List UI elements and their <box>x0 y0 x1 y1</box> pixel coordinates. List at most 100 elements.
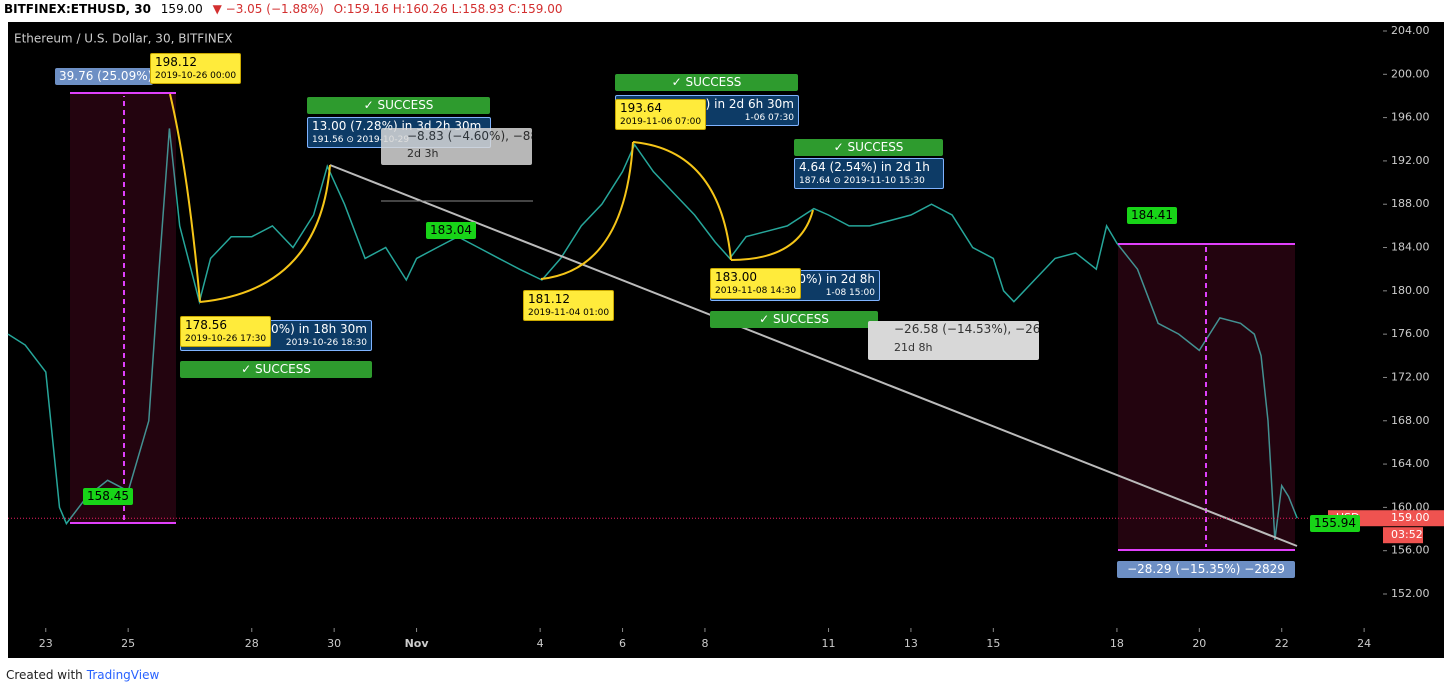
annotation-text: ✓ SUCCESS <box>671 75 742 89</box>
annotation-text: ✓ SUCCESS <box>833 140 904 154</box>
y-tick-label: 156.00 <box>1391 544 1430 557</box>
y-tick-label: 184.00 <box>1391 241 1430 254</box>
annotation: −28.29 (−15.35%) −2829 <box>1117 561 1295 578</box>
annotation-text: −28.29 (−15.35%) −2829 <box>1127 562 1285 576</box>
header: BITFINEX:ETHUSD, 30 159.00 ▼ −3.05 (−1.8… <box>4 2 569 16</box>
y-tick-label: 192.00 <box>1391 154 1430 167</box>
annotation: ✓ SUCCESS <box>615 74 798 91</box>
price: 159.00 <box>160 2 203 16</box>
swing-curve <box>199 164 331 303</box>
annotation-text: 183.00 <box>715 270 757 284</box>
annotation-text: 155.94 <box>1314 516 1356 530</box>
annotation: −8.83 (−4.60%), −883 2d 3h <box>381 128 532 165</box>
annotation: 183.00 2019-11-08 14:30 <box>710 268 802 299</box>
annotation-text: 39.76 (25.09%) <box>59 69 153 83</box>
brand[interactable]: TradingView <box>86 668 160 682</box>
annotation-text: 184.41 <box>1131 208 1173 222</box>
subtitle: Ethereum / U.S. Dollar, 30, BITFINEX <box>14 32 233 46</box>
annotation-text: 1-08 15:00 <box>825 288 875 298</box>
annotation-text: 2019-10-26 17:30 <box>185 334 267 344</box>
y-tick-label: 204.00 <box>1391 24 1430 37</box>
annotation-text: 00%) in 18h 30m <box>263 322 367 336</box>
drawings <box>70 92 1298 551</box>
price-axis <box>1383 22 1444 628</box>
x-tick-label: 24 <box>1357 637 1371 650</box>
ohlc: O:159.16 H:160.26 L:158.93 C:159.00 <box>333 2 563 16</box>
annotation-text: −8.83 (−4.60%), −883 <box>407 129 532 143</box>
annotation-text: 2019-11-06 07:00 <box>620 117 702 127</box>
annotation-text: 21d 8h <box>894 341 933 354</box>
annotation: 178.56 2019-10-26 17:30 <box>180 316 272 347</box>
annotation: 158.45 <box>83 488 133 505</box>
annotation-text: −26.58 (−14.53%), −2658 <box>894 322 1039 336</box>
trend-line <box>329 164 1298 547</box>
annotation: 183.04 <box>426 222 476 239</box>
annotation: ✓ SUCCESS <box>794 139 943 156</box>
y-tick-label: 152.00 <box>1391 587 1430 600</box>
annotation: 193.64 2019-11-06 07:00 <box>615 99 707 130</box>
annotation-text: 4.64 (2.54%) in 2d 1h <box>799 160 930 174</box>
y-tick-label: 200.00 <box>1391 67 1430 80</box>
x-tick-label: 15 <box>986 637 1000 650</box>
annotation: −26.58 (−14.53%), −2658 21d 8h <box>868 321 1039 360</box>
annotation-text: 191.56 ⊙ 2019-10-29 <box>312 135 410 145</box>
x-tick-label: 20 <box>1192 637 1206 650</box>
swing-curve <box>169 93 201 303</box>
x-tick-label: 6 <box>619 637 626 650</box>
annotation-text: 2019-11-08 14:30 <box>715 286 797 296</box>
annotation-text: 2019-10-26 00:00 <box>155 71 237 81</box>
annotation: 155.94 <box>1310 515 1360 532</box>
measure-box <box>1118 244 1295 550</box>
annotation-text: 198.12 <box>155 55 197 69</box>
price-line <box>7 128 1298 540</box>
annotation-text: 183.04 <box>430 223 472 237</box>
countdown-tag <box>1383 527 1423 544</box>
x-tick-label: 4 <box>537 637 544 650</box>
annotation: 4.64 (2.54%) in 2d 1h 187.64 ⊙ 2019-11-10… <box>794 158 944 189</box>
annotation-text: 158.45 <box>87 489 129 503</box>
y-tick-label: 160.00 <box>1391 500 1430 513</box>
x-tick-label: 11 <box>822 637 836 650</box>
symbol: BITFINEX:ETHUSD, 30 <box>4 2 151 16</box>
annotation-text: 2019-11-04 01:00 <box>528 308 610 318</box>
x-tick-label: 13 <box>904 637 918 650</box>
annotation-text: 193.64 <box>620 101 662 115</box>
x-tick-label: 30 <box>327 637 341 650</box>
annotation: ✓ SUCCESS <box>180 361 372 378</box>
y-tick-label: 196.00 <box>1391 111 1430 124</box>
annotation-text: ✓ SUCCESS <box>363 98 434 112</box>
annotation: 184.41 <box>1127 207 1177 224</box>
swing-curve <box>730 209 814 261</box>
annotation-text: ) in 2d 6h 30m <box>705 97 794 111</box>
footer: Created with TradingView <box>6 668 159 682</box>
last-price-label: 159.00 <box>1391 511 1430 524</box>
annotation: 198.12 2019-10-26 00:00 <box>150 53 242 84</box>
annotation: 181.12 2019-11-04 01:00 <box>523 290 615 321</box>
x-tick-label: Nov <box>405 637 430 650</box>
y-tick-label: 168.00 <box>1391 414 1430 427</box>
y-tick-label: 172.00 <box>1391 370 1430 383</box>
countdown: 03:52 <box>1391 528 1423 541</box>
y-tick-label: 164.00 <box>1391 457 1430 470</box>
annotation: 39.76 (25.09%) <box>55 68 153 85</box>
annotation-text: 1-06 07:30 <box>744 113 794 123</box>
annotation-text: 178.56 <box>185 318 227 332</box>
x-tick-label: 18 <box>1110 637 1124 650</box>
swing-curve <box>632 141 732 261</box>
x-tick-label: 22 <box>1275 637 1289 650</box>
annotation-text: ✓ SUCCESS <box>241 362 311 376</box>
annotation: ✓ SUCCESS <box>710 311 878 328</box>
time-axis <box>8 628 1444 658</box>
footer-text: Created with <box>6 668 83 682</box>
x-tick-label: 8 <box>701 637 708 650</box>
x-tick-label: 23 <box>39 637 53 650</box>
annotation-text: 2d 3h <box>407 147 439 160</box>
y-tick-label: 180.00 <box>1391 284 1430 297</box>
x-tick-label: 28 <box>245 637 259 650</box>
annotation-text: 0%) in 2d 8h <box>798 272 875 286</box>
annotation-text: 2019-10-26 18:30 <box>285 338 367 348</box>
annotation-text: 187.64 ⊙ 2019-11-10 15:30 <box>799 176 925 186</box>
change: ▼ −3.05 (−1.88%) <box>212 2 324 16</box>
swing-curve <box>540 141 634 280</box>
